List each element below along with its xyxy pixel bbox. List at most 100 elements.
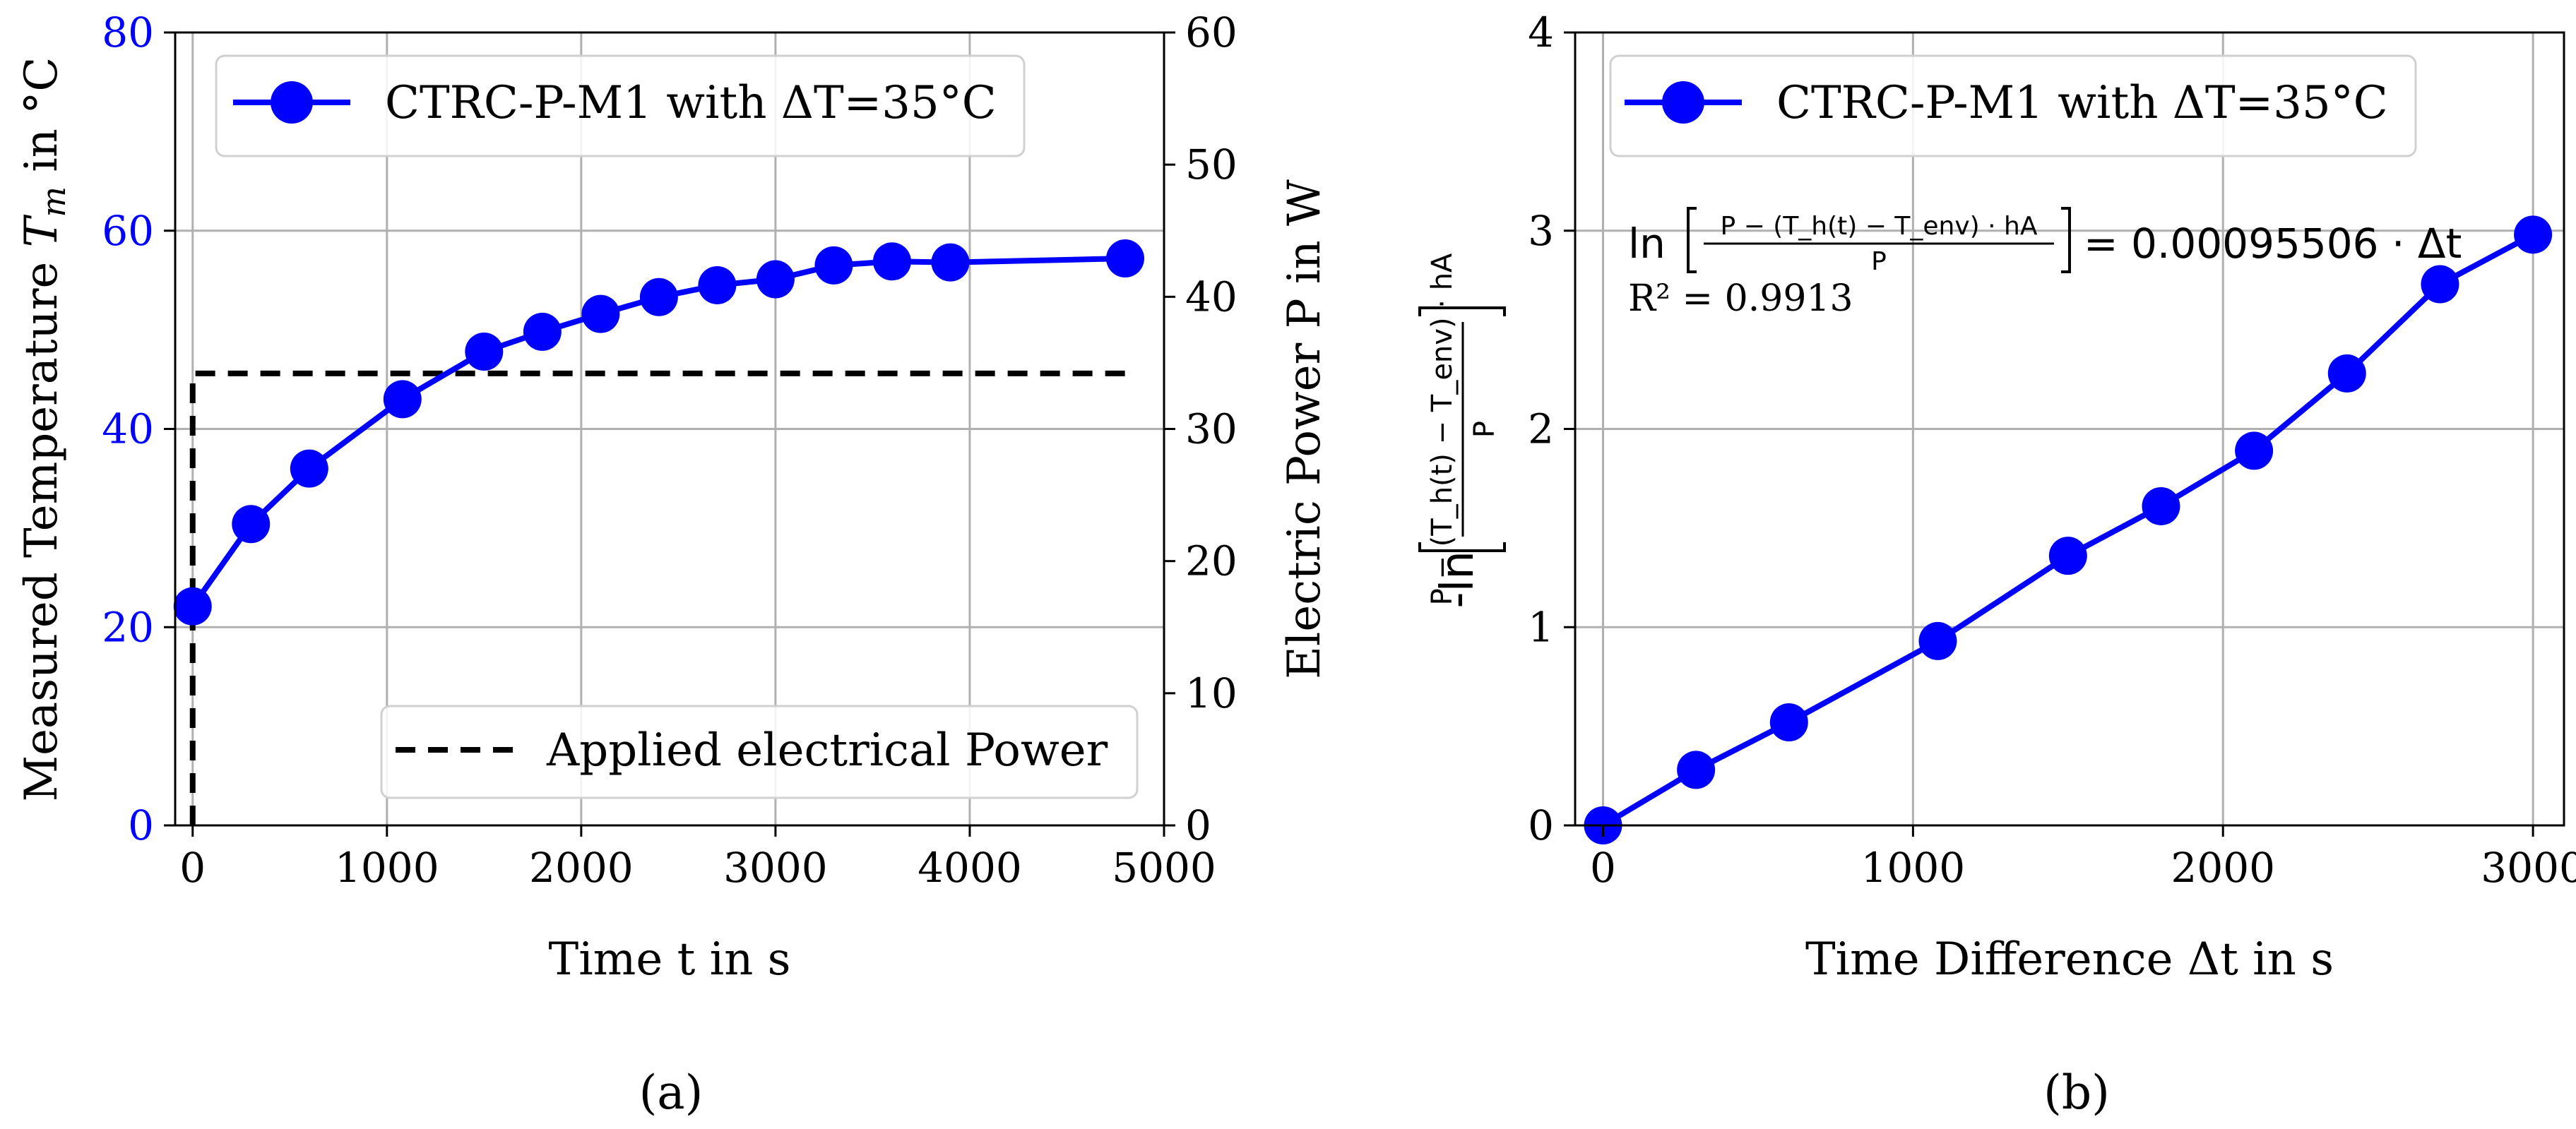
a-temperature-point: [814, 246, 853, 285]
b-fit-annotation: ln P − (T_h(t) − T_env) · hA P = 0.00095…: [1628, 207, 2462, 320]
a-temperature-point: [698, 265, 737, 304]
a-x-tick-label: 4000: [918, 844, 1022, 892]
a-power-line: [189, 370, 1125, 825]
a-power-series: [189, 370, 1125, 825]
a-legend-power: Applied electrical Power: [380, 705, 1139, 799]
b-y-label-numerator: P − (T_h(t) − T_env) · hA: [1426, 253, 1459, 605]
a-temperature-point: [581, 294, 620, 333]
b-point: [2514, 215, 2553, 254]
b-x-tick-label: 1000: [1861, 844, 1966, 892]
b-fit-denominator: P: [1871, 247, 1887, 276]
b-y-tick-labels: 0 1 2 3 4: [1528, 8, 1554, 849]
a-x-tick-labels: 0 1000 2000 3000 4000 5000: [179, 844, 1216, 892]
a-x-axis-label: Time t in s: [549, 933, 791, 986]
panel-a-temperature-power: 0 1000 2000 3000 4000 5000 0 20 40 60 80 0 10 20 30 4…: [16, 8, 1331, 1120]
a-temperature-point: [931, 243, 970, 282]
b-x-tick-labels: 0 1000 2000 3000: [1590, 844, 2576, 892]
b-point: [1769, 703, 1808, 742]
a-y-right-tick-label: 50: [1185, 141, 1237, 189]
a-temperature-point: [639, 277, 678, 316]
b-y-axis-label: -ln P − (T_h(t) − T_env) · hA P: [1418, 253, 1506, 608]
a-y-left-tick-label: 0: [128, 801, 154, 849]
a-y-right-tick-labels: 0 10 20 30 40 50 60: [1185, 8, 1237, 849]
a-y-right-tick-label: 0: [1185, 801, 1211, 849]
b-fit-ln: ln: [1628, 220, 1666, 268]
a-temperature-point: [756, 260, 795, 299]
a-temperature-point: [872, 242, 911, 281]
b-point: [2048, 537, 2087, 575]
b-ticks: [1564, 31, 2534, 837]
a-y-right-tick-label: 10: [1185, 669, 1237, 717]
a-y-left-tick-labels: 0 20 40 60 80: [102, 8, 154, 849]
b-point: [2235, 431, 2274, 470]
a-y-left-tick-label: 20: [102, 603, 154, 651]
a-x-tick-label: 0: [179, 844, 206, 892]
a-legend-power-box: [380, 705, 1139, 799]
a-y-right-axis-label: Electric Power P in W: [1278, 179, 1331, 679]
a-legend-temp-label: CTRC-P-M1 with ΔT=35°C: [385, 77, 997, 129]
a-temperature-point: [290, 449, 328, 488]
a-y-left-label-symbol: T: [16, 214, 68, 247]
b-y-tick-label: 2: [1528, 405, 1554, 453]
a-y-left-tick-label: 40: [102, 405, 154, 453]
a-x-tick-label: 1000: [335, 844, 439, 892]
a-y-left-label-unit: in °C: [16, 57, 68, 186]
b-y-label-bracket-left: [1418, 542, 1506, 552]
b-legend-box: [1609, 54, 2417, 157]
b-x-axis-label: Time Difference Δt in s: [1805, 933, 2334, 986]
b-fit-bracket-right: [2061, 207, 2071, 273]
a-temperature-points: [173, 239, 1144, 626]
a-temperature-point: [232, 505, 271, 544]
b-legend-marker: [1662, 81, 1704, 124]
b-y-tick-label: 4: [1528, 8, 1554, 56]
a-x-tick-label: 5000: [1112, 844, 1216, 892]
a-legend-temp-marker: [271, 81, 313, 124]
a-y-right-tick-label: 60: [1185, 8, 1237, 56]
a-y-right-tick-label: 30: [1185, 405, 1237, 453]
b-y-label-prefix: -ln: [1432, 551, 1484, 608]
a-y-right-tick-label: 40: [1185, 273, 1237, 321]
a-legend-temperature: CTRC-P-M1 with ΔT=35°C: [215, 54, 1026, 157]
a-caption: (a): [639, 1065, 704, 1120]
b-fit-bracket-left: [1687, 207, 1697, 273]
b-point: [1918, 621, 1957, 660]
panel-b-linear-fit: 0 1000 2000 3000 0 1 2 3 4 CTRC-P-M1 with ΔT=35…: [1418, 8, 2576, 1120]
a-legend-temp-box: [215, 54, 1026, 157]
b-point: [2421, 265, 2459, 304]
b-point: [2142, 486, 2180, 525]
a-y-left-label-text: Measured Temperature: [16, 247, 68, 801]
b-legend: CTRC-P-M1 with ΔT=35°C: [1609, 54, 2417, 157]
a-x-tick-label: 2000: [529, 844, 634, 892]
b-y-label-bracket-right: [1418, 306, 1506, 316]
a-y-left-tick-label: 80: [102, 8, 154, 56]
a-temperature-point: [383, 380, 422, 419]
b-x-tick-label: 2000: [2171, 844, 2275, 892]
a-y-right-tick-label: 20: [1185, 537, 1237, 585]
b-line: [1601, 232, 2534, 828]
b-fit-numerator: P − (T_h(t) − T_env) · hA: [1721, 212, 2038, 241]
b-fit-r-squared: R² = 0.9913: [1628, 277, 1853, 320]
b-caption: (b): [2043, 1065, 2110, 1120]
a-temperature-point: [523, 312, 562, 351]
b-point: [2327, 354, 2366, 393]
b-x-tick-label: 3000: [2481, 844, 2576, 892]
a-y-left-tick-label: 60: [102, 207, 154, 255]
a-ticks: [164, 31, 1175, 837]
b-point: [1677, 751, 1716, 789]
a-x-tick-label: 3000: [723, 844, 828, 892]
b-x-tick-label: 0: [1590, 844, 1616, 892]
b-series-line: [1601, 232, 2534, 828]
b-series-points: [1584, 215, 2553, 844]
b-fit-rhs: = 0.00095506 · Δt: [2084, 220, 2462, 268]
b-y-label-denominator: P: [1468, 421, 1501, 438]
a-y-left-axis-label: Measured Temperature Tm in °C: [16, 57, 73, 802]
b-y-tick-label: 1: [1528, 603, 1554, 651]
b-legend-label: CTRC-P-M1 with ΔT=35°C: [1776, 77, 2388, 129]
a-temperature-point: [173, 587, 212, 626]
a-temperature-point: [1105, 239, 1144, 278]
b-y-tick-label: 3: [1528, 207, 1554, 255]
b-y-tick-label: 0: [1528, 801, 1554, 849]
a-y-left-label-subscript: m: [35, 186, 73, 217]
